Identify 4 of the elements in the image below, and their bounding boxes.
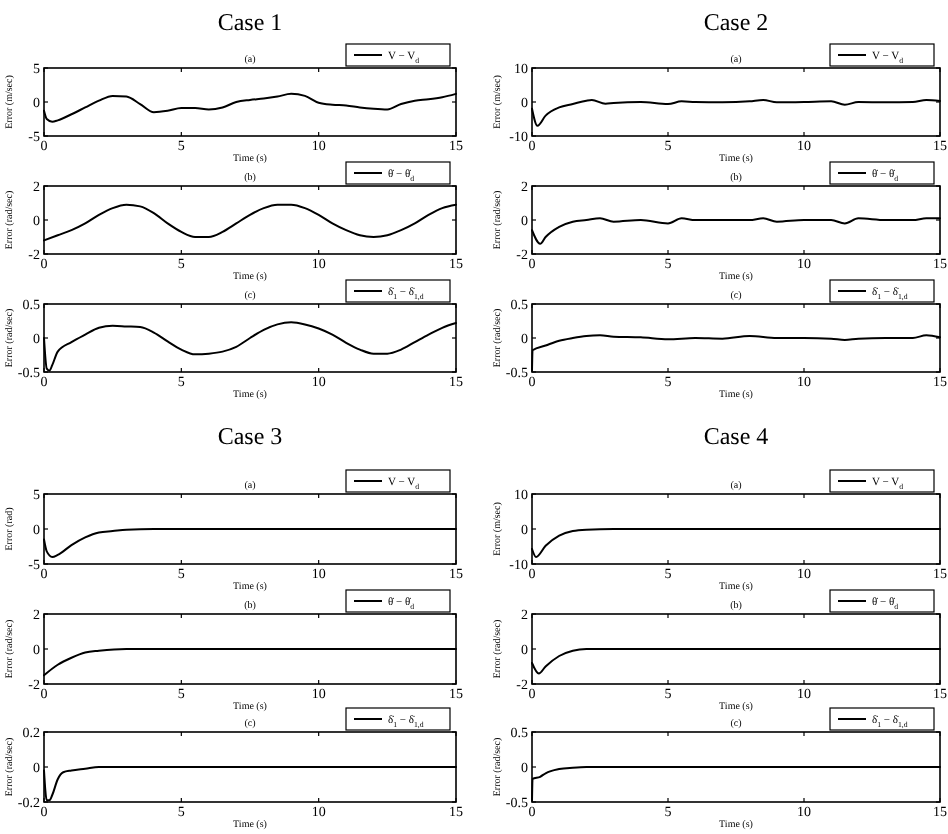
chart-title: Case 4 — [703, 422, 769, 450]
chart-title: Case 2 — [703, 8, 769, 36]
chart-title: Case 3 — [217, 422, 283, 450]
chart-title: Case 1 — [217, 8, 283, 36]
